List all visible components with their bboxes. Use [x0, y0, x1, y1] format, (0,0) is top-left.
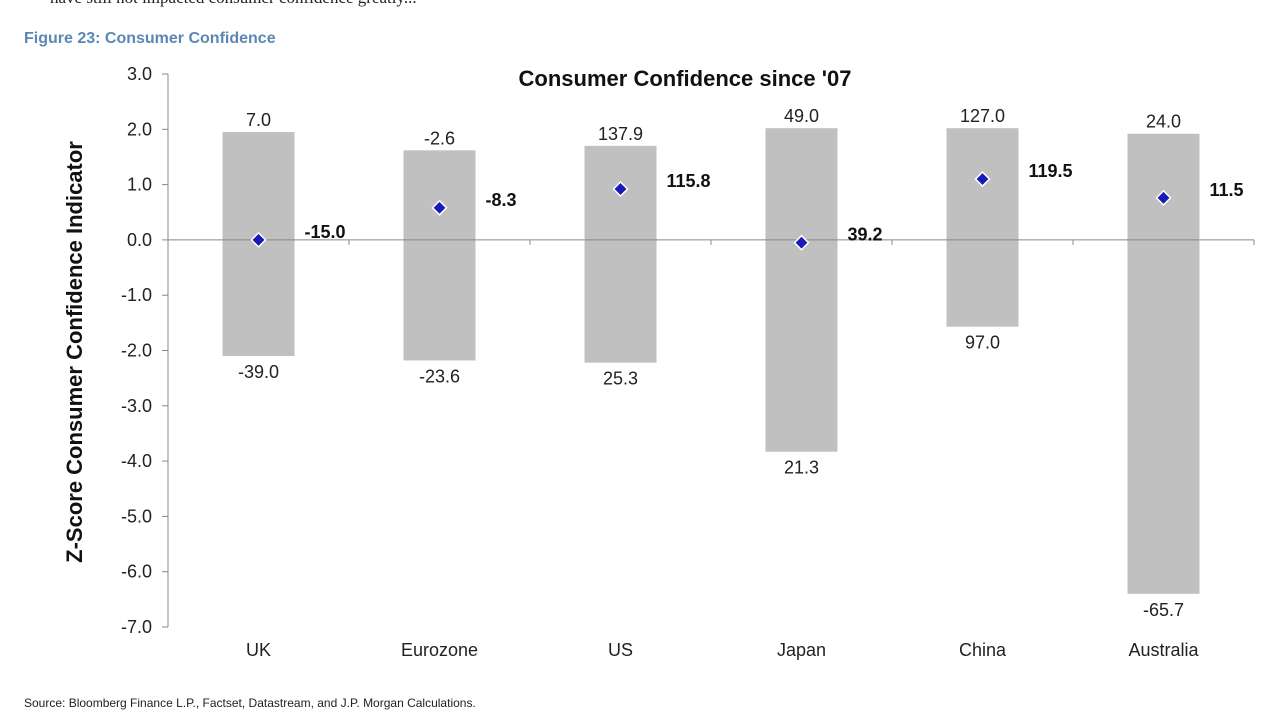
y-axis-label: Z-Score Consumer Confidence Indicator — [62, 141, 87, 563]
current-value-label: -15.0 — [305, 222, 346, 242]
high-label: 127.0 — [960, 106, 1005, 126]
current-marker — [431, 199, 448, 216]
current-marker — [974, 171, 991, 188]
y-tick-label: -6.0 — [121, 562, 152, 582]
y-tick-label: -3.0 — [121, 396, 152, 416]
low-label: 97.0 — [965, 333, 1000, 353]
low-label: -23.6 — [419, 366, 460, 386]
y-tick-label: 2.0 — [127, 119, 152, 139]
category-label: Eurozone — [401, 640, 478, 660]
figure-caption: Figure 23: Consumer Confidence — [24, 30, 276, 47]
category-label: US — [608, 640, 633, 660]
preceding-body-text: have still not impacted consumer confide… — [50, 0, 417, 8]
category-label: China — [959, 640, 1007, 660]
data-labels: 7.0 -39.0 -15.0 UK -2.6 -23.6 -8.3 Eurozone 137.… — [238, 106, 1244, 660]
y-tick-label: 3.0 — [127, 64, 152, 84]
low-label: 25.3 — [603, 369, 638, 389]
y-tick-label: -1.0 — [121, 285, 152, 305]
high-label: -2.6 — [424, 128, 455, 148]
range-bar-us — [584, 145, 657, 363]
current-marker — [612, 180, 629, 198]
low-label: -65.7 — [1143, 600, 1184, 620]
low-label: 21.3 — [784, 458, 819, 478]
y-tick-label: 0.0 — [127, 230, 152, 250]
y-tick-label: 1.0 — [127, 175, 152, 195]
range-bar-eurozone — [403, 150, 476, 361]
range-bar-australia — [1127, 133, 1200, 594]
current-value-label: 11.5 — [1210, 180, 1244, 200]
current-value-label: 39.2 — [848, 225, 883, 245]
low-label: -39.0 — [238, 362, 279, 382]
range-bars — [222, 128, 1200, 594]
y-tick-label: -4.0 — [121, 451, 152, 471]
chart-title: Consumer Confidence since '07 — [519, 66, 852, 91]
high-label: 137.9 — [598, 124, 643, 144]
high-label: 7.0 — [246, 110, 271, 130]
current-marker — [793, 234, 810, 251]
current-marker — [250, 231, 267, 248]
category-label: Australia — [1128, 640, 1199, 660]
source-note: Source: Bloomberg Finance L.P., Factset,… — [24, 696, 476, 710]
high-label: 49.0 — [784, 106, 819, 126]
current-value-label: -8.3 — [486, 190, 517, 210]
category-label: Japan — [777, 640, 826, 660]
y-tick-label: -7.0 — [121, 617, 152, 637]
current-marker — [1155, 189, 1172, 206]
y-tick-label: -5.0 — [121, 506, 152, 526]
range-bar-japan — [765, 128, 838, 452]
range-bar-china — [946, 128, 1019, 327]
category-label: UK — [246, 640, 271, 660]
current-value-label: 115.8 — [667, 171, 711, 191]
y-tick-label: -2.0 — [121, 341, 152, 361]
current-markers — [250, 171, 1172, 251]
axes: 3.0 2.0 1.0 0.0 -1.0 -2.0 -3.0 -4.0 -5.0 -6.0 -7.0 — [121, 64, 1255, 637]
high-label: 24.0 — [1146, 112, 1181, 132]
current-value-label: 119.5 — [1029, 161, 1073, 181]
